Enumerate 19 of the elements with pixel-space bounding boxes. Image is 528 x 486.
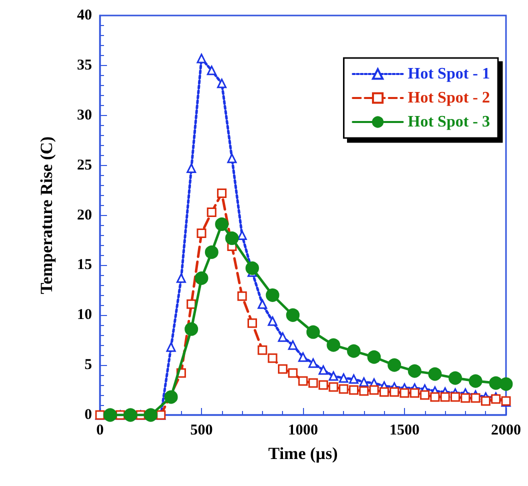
x-tick-label: 1000 (288, 422, 318, 438)
y-tick-label: 35 (77, 57, 92, 74)
legend-label: Hot Spot - 3 (408, 114, 490, 130)
y-tick-label: 30 (77, 107, 92, 124)
y-tick-label: 40 (77, 8, 92, 24)
x-tick-label: 0 (96, 422, 104, 438)
y-tick-label: 25 (77, 157, 92, 174)
x-tick-label: 2000 (491, 422, 521, 438)
y-axis-title: Temperature Rise (C) (37, 136, 56, 294)
x-tick-label: 500 (190, 422, 213, 438)
x-tick-label: 1500 (390, 422, 420, 438)
y-tick-label: 15 (77, 257, 92, 274)
y-tick-label: 20 (77, 207, 92, 224)
y-tick-label: 5 (84, 357, 92, 374)
y-tick-label: 10 (77, 307, 92, 324)
y-tick-label: 0 (84, 407, 92, 423)
legend-label: Hot Spot - 2 (408, 90, 490, 106)
legend-label: Hot Spot - 1 (408, 66, 490, 82)
x-axis-title: Time (µs) (268, 444, 338, 463)
